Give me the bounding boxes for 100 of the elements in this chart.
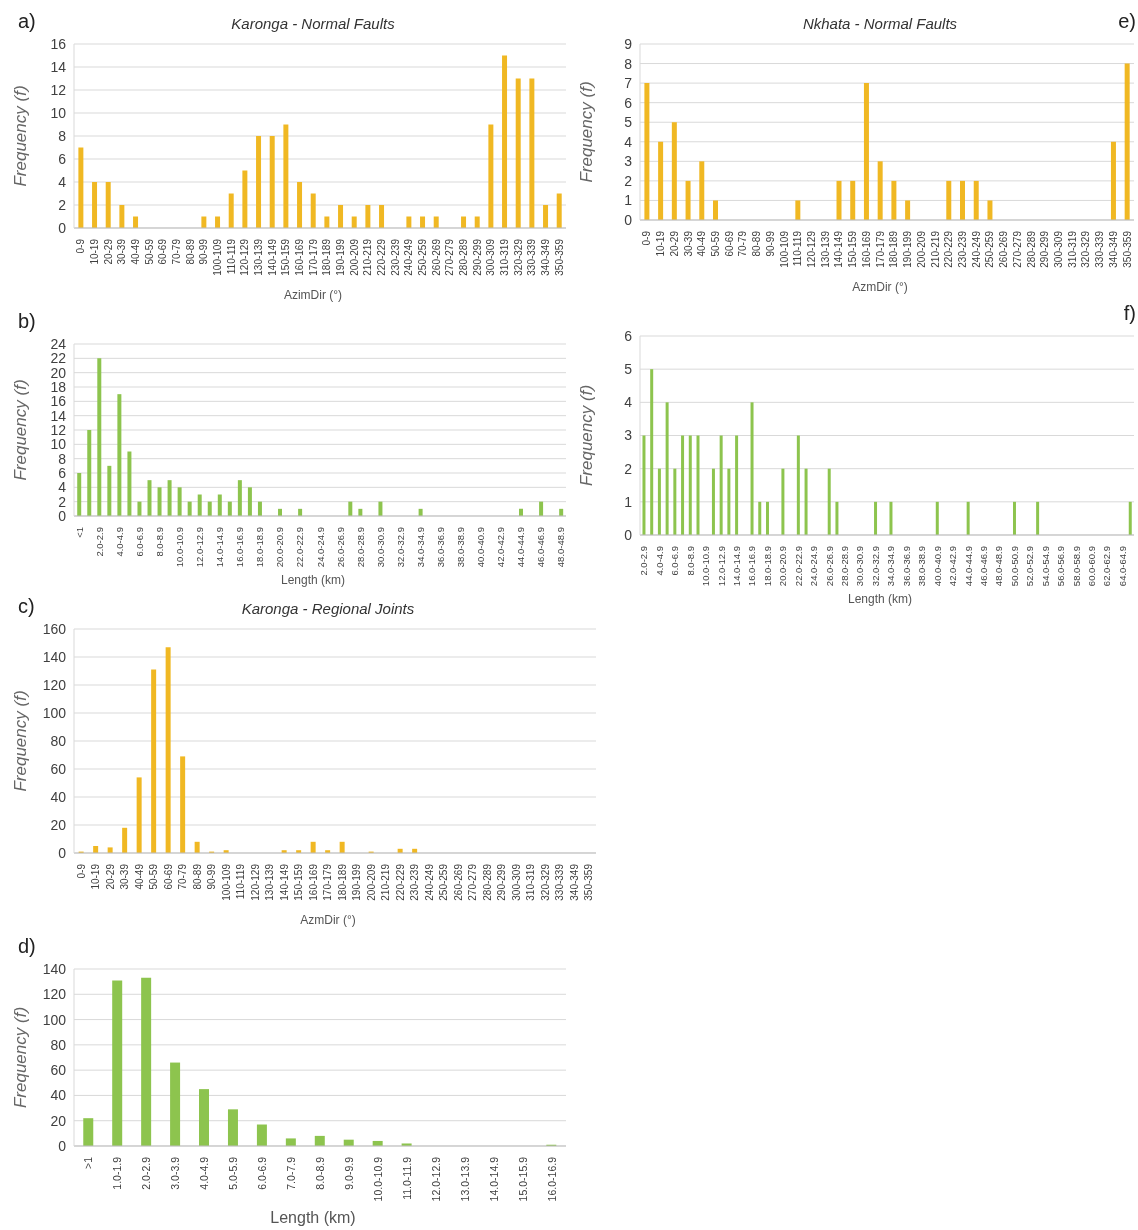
x-tick-label: 40.0-40.9 [475,527,487,568]
y-tick-label: 20 [50,364,67,381]
x-tick-label: 16.0-16.9 [234,527,246,568]
x-tick-label: 190-199 [351,863,363,901]
y-axis-title: Frequency (f) [577,81,597,183]
x-tick-label: 40-49 [130,238,141,265]
x-tick-label: 0-9 [75,863,87,879]
x-tick-label: 26.0-26.9 [823,546,835,587]
x-tick-label: 120-129 [239,238,251,276]
y-tick-label: 0 [58,844,67,861]
text: e) [1118,10,1136,33]
x-tick-label: 16.0-16.9 [746,546,758,587]
x-tick-label: 230-239 [956,230,968,268]
x-tick-label: 290-299 [496,863,508,901]
x-tick-label: 12.0-12.9 [715,546,727,587]
x-tick-label: 11.0-11.9 [400,1156,413,1200]
x-tick-label: 160-169 [860,230,872,268]
x-tick-label: 250-259 [417,238,428,276]
x-tick-label: 36.0-36.9 [900,546,912,587]
x-tick-label: 160-169 [294,238,305,276]
x-tick-label: 10-19 [89,238,100,265]
x-tick-label: 70-79 [737,230,749,257]
x-tick-label: 340-349 [540,238,551,276]
chart-title: Karonga - Regional Joints [241,599,415,617]
x-tick-label: 340-349 [1107,230,1119,268]
x-tick-label: 190-199 [335,238,346,276]
x-tick-label: 180-189 [336,863,348,901]
y-tick-label: 4 [58,173,67,190]
x-tick-label: 30-39 [119,863,131,890]
x-tick-label: 150-159 [280,238,292,276]
y-axis-title: Frequency (f) [11,1006,31,1109]
y-tick-label: 6 [624,94,633,111]
y-tick-label: 16 [50,393,67,410]
x-tick-label: 20.0-20.9 [274,527,286,568]
x-tick-label: 10.0-10.9 [700,546,712,587]
y-tick-label: 40 [50,788,67,805]
x-tick-label: 22.0-22.9 [294,527,306,568]
x-tick-label: 18.0-18.9 [761,546,773,587]
x-tick-label: 36.0-36.9 [434,527,446,568]
x-tick-label: 300-309 [485,238,497,276]
y-tick-label: 24 [50,335,67,352]
x-tick-label: 40-49 [696,230,708,257]
y-tick-label: 8 [624,55,633,72]
x-tick-label: 200-209 [348,238,360,276]
y-tick-label: 22 [50,350,67,367]
x-tick-label: 260-269 [452,863,464,901]
x-tick-label: 130-139 [819,230,831,268]
y-tick-label: 6 [624,327,633,344]
y-tick-label: 80 [50,1036,67,1053]
x-tick-label: 20-29 [104,863,116,890]
x-axis-title: Length (km) [847,592,913,608]
x-tick-label: 34.0-34.9 [885,546,897,587]
y-tick-label: 14 [50,407,67,424]
x-tick-label: 180-189 [888,230,900,268]
x-tick-label: 20.0-20.9 [777,546,789,587]
y-tick-label: 0 [624,211,633,228]
x-tick-label: 280-289 [458,238,469,276]
y-tick-label: 2 [58,196,67,213]
x-tick-label: 20-29 [668,230,680,257]
x-tick-label: 240-249 [403,238,415,276]
y-tick-label: 140 [42,648,67,665]
x-tick-label: 80-89 [751,230,763,257]
y-tick-label: 0 [58,219,67,236]
y-tick-label: 160 [42,620,67,637]
x-tick-label: 230-239 [409,863,421,901]
x-tick-label: 110-119 [225,238,237,275]
x-tick-label: 60-69 [723,230,735,257]
x-tick-label: 5.0-5.9 [227,1156,240,1190]
x-tick-label: 32.0-32.9 [394,527,406,568]
x-tick-label: 70-79 [171,238,182,265]
y-tick-label: 120 [42,676,67,693]
x-tick-label: 280-289 [481,863,493,901]
y-tick-label: 14 [50,58,67,75]
y-tick-label: 4 [624,394,633,411]
x-tick-label: 0-9 [75,238,87,254]
x-axis-title: AzimDir (°) [282,288,344,304]
x-tick-label: 100-109 [212,238,223,276]
x-tick-label: 22.0-22.9 [792,546,804,587]
x-tick-label: 28.0-28.9 [354,527,366,568]
x-tick-label: 240-249 [970,230,982,268]
x-tick-label: 260-269 [430,238,442,276]
x-tick-label: 220-229 [943,230,955,268]
y-tick-label: 10 [50,104,67,121]
x-tick-label: 14.0-14.9 [730,546,742,587]
x-tick-label: 40.0-40.9 [931,546,943,587]
x-tick-label: 54.0-54.9 [1039,546,1051,587]
x-tick-label: 6.0-6.9 [133,527,145,557]
x-tick-label: 60.0-60.9 [1086,546,1098,587]
x-tick-label: 300-309 [1053,230,1065,268]
x-tick-label: 10.0-10.9 [173,527,185,568]
x-tick-label: 310-319 [525,863,537,901]
y-tick-label: 5 [624,361,633,378]
x-tick-label: 2.0-2.9 [140,1156,153,1190]
x-tick-label: 200-209 [915,230,927,268]
x-tick-label: 46.0-46.9 [977,546,989,587]
y-tick-label: 40 [50,1087,67,1104]
x-tick-label: 350-359 [583,863,595,901]
x-tick-label: 14.0-14.9 [214,527,226,568]
x-tick-label: 80-89 [191,863,203,890]
y-tick-label: 12 [50,81,67,98]
